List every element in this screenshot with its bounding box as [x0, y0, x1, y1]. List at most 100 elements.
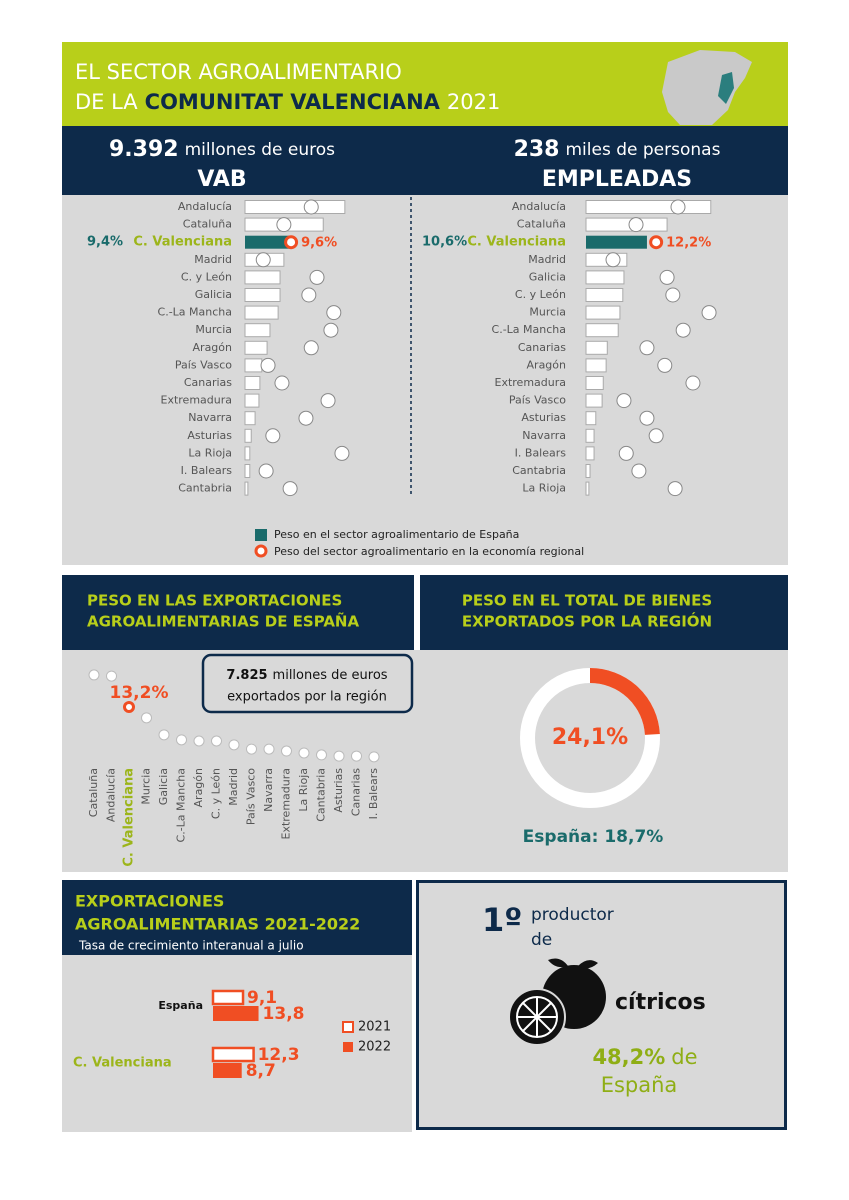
dot — [276, 217, 292, 233]
dot — [176, 734, 187, 746]
legend-label: 2021 — [358, 1020, 391, 1035]
category-label: Extremadura — [280, 768, 293, 840]
donut-note: España: 18,7% — [523, 827, 664, 847]
citrus-text: productor — [531, 905, 614, 925]
bar — [244, 200, 346, 214]
category-label: Extremadura — [495, 376, 567, 389]
category-label: Madrid — [227, 768, 240, 806]
dot-label: 12,2% — [666, 236, 711, 251]
header-text: COMUNITAT VALENCIANA — [145, 90, 441, 114]
dot — [274, 375, 290, 391]
header-text: DE LA — [75, 90, 138, 114]
category-label: Canarias — [518, 341, 566, 354]
dot — [284, 235, 299, 250]
dot — [301, 287, 317, 303]
category-label: Murcia — [195, 323, 232, 336]
dot — [670, 199, 686, 215]
citrus-rank: 1º — [482, 901, 522, 939]
dot — [648, 428, 664, 444]
category-label: C. Valenciana — [73, 1056, 172, 1071]
legend-swatch — [255, 529, 267, 541]
bar — [244, 393, 260, 408]
bar — [244, 340, 268, 355]
bar — [213, 1063, 242, 1078]
bar — [585, 428, 595, 443]
category-label: La Rioja — [522, 482, 566, 495]
category-label: I. Balears — [181, 464, 233, 477]
bar — [585, 217, 668, 232]
dot — [211, 735, 222, 747]
bar-label: 12,3 — [258, 1045, 300, 1065]
panel — [62, 195, 788, 565]
section-header — [420, 575, 788, 650]
callout-box — [201, 653, 414, 714]
dot — [323, 322, 339, 338]
category-label: Madrid — [528, 253, 566, 266]
category-label: Navarra — [188, 411, 232, 424]
category-label: Cantabria — [178, 482, 232, 495]
category-label: C. Valenciana — [122, 768, 137, 867]
category-label: C. y León — [210, 768, 223, 819]
citrus-share-value: 48,2% — [592, 1045, 665, 1069]
bar — [585, 305, 621, 320]
dot — [618, 445, 634, 461]
bar — [585, 288, 624, 302]
kpi-title: VAB — [197, 167, 246, 192]
donut-label: 24,1% — [552, 725, 628, 750]
bar-label: 10,6% — [422, 235, 467, 250]
panel — [62, 650, 788, 872]
header-title: EL SECTOR AGROALIMENTARIO — [75, 60, 402, 84]
category-label: Madrid — [194, 253, 232, 266]
bar — [244, 305, 279, 320]
dot — [193, 735, 205, 747]
section-title: EXPORTACIONES — [75, 892, 224, 911]
category-label: C.-La Mancha — [175, 768, 188, 842]
category-label: Cataluña — [183, 218, 232, 231]
category-label: Canarias — [184, 376, 232, 389]
bar — [586, 235, 647, 249]
bar — [245, 235, 291, 249]
header-text: 2021 — [447, 90, 500, 114]
category-label: Extremadura — [161, 394, 233, 407]
category-label: Cataluña — [517, 218, 566, 231]
donut-arc — [589, 668, 660, 736]
bar — [211, 989, 245, 1006]
dot — [255, 252, 271, 268]
bar — [585, 393, 603, 408]
citrus-icon — [508, 958, 606, 1046]
category-label: España — [158, 999, 203, 1012]
leaf-icon — [548, 958, 598, 969]
category-label: Andalucía — [512, 200, 566, 213]
dot — [685, 375, 701, 391]
section-header — [62, 880, 412, 955]
category-label: País Vasco — [245, 768, 258, 825]
section-header — [62, 575, 414, 650]
legend-swatch — [343, 1042, 353, 1052]
kpi: 238 miles de personas — [514, 137, 721, 162]
dot — [88, 669, 100, 681]
category-label: Murcia — [140, 768, 153, 805]
category-label: C. Valenciana — [133, 235, 232, 250]
category-label: C. y León — [515, 288, 566, 301]
bar — [585, 340, 608, 355]
dot — [281, 745, 292, 757]
dot — [631, 463, 647, 479]
dot — [123, 701, 135, 713]
dot — [701, 305, 717, 321]
category-label: Aragón — [193, 341, 233, 354]
map-spain — [662, 50, 752, 125]
bar-label: 9,1 — [247, 988, 277, 1008]
callout-text: 7.825 millones de euros — [226, 668, 387, 683]
bar — [585, 270, 625, 285]
legend-label: Peso del sector agroalimentario en la ec… — [274, 545, 584, 558]
dot — [260, 357, 276, 373]
bar — [585, 464, 591, 478]
category-label: Galicia — [529, 270, 566, 283]
dot — [246, 743, 257, 755]
category-label: Aragón — [527, 358, 567, 371]
category-label: Murcia — [529, 306, 566, 319]
category-label: País Vasco — [509, 394, 566, 407]
dot — [616, 393, 632, 409]
callout-value: 7.825 — [226, 668, 267, 683]
citrus-share-text: de — [671, 1045, 697, 1069]
